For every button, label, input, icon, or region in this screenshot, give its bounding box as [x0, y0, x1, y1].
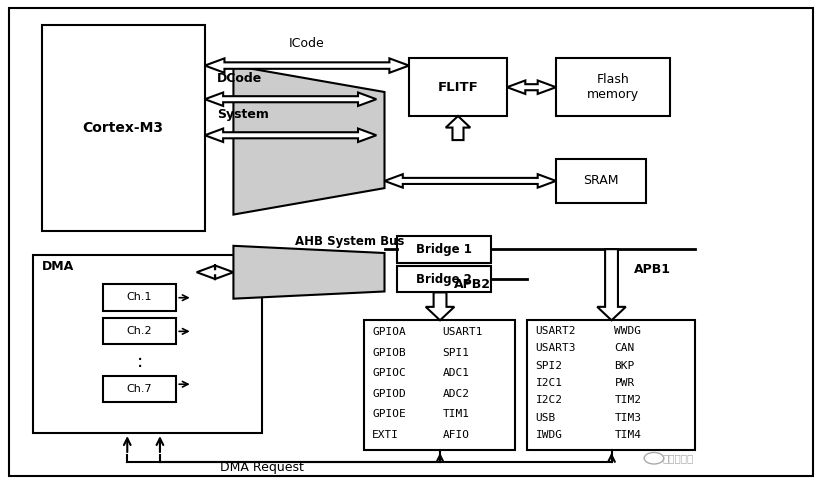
Text: GPIOC: GPIOC: [372, 368, 406, 378]
Text: System: System: [217, 108, 269, 121]
Text: 电子开发圈: 电子开发圈: [663, 453, 694, 463]
Text: USB: USB: [536, 413, 555, 423]
Text: EXTI: EXTI: [372, 430, 399, 440]
Text: Ch.2: Ch.2: [127, 326, 152, 336]
Polygon shape: [507, 80, 556, 94]
Text: DMA: DMA: [42, 260, 74, 273]
Bar: [103, 375, 176, 402]
Text: ADC1: ADC1: [443, 368, 470, 378]
Text: I2C1: I2C1: [536, 378, 563, 388]
Polygon shape: [384, 174, 556, 187]
Polygon shape: [204, 93, 376, 106]
Text: TIM3: TIM3: [614, 413, 641, 423]
Text: FLITF: FLITF: [438, 80, 479, 94]
Text: Flash
memory: Flash memory: [587, 73, 639, 101]
Polygon shape: [425, 293, 454, 321]
Text: Bridge 2: Bridge 2: [416, 273, 472, 286]
Bar: [364, 321, 515, 450]
Text: APB2: APB2: [454, 278, 491, 291]
Text: SPI1: SPI1: [443, 348, 470, 358]
Text: GPIOD: GPIOD: [372, 389, 406, 399]
Polygon shape: [204, 129, 376, 142]
Bar: [34, 255, 262, 433]
Text: ADC2: ADC2: [443, 389, 470, 399]
Bar: [103, 284, 176, 311]
Text: WWDG: WWDG: [614, 326, 641, 336]
Bar: [528, 321, 694, 450]
Text: ·: ·: [137, 351, 142, 370]
Text: APB1: APB1: [634, 263, 671, 276]
Polygon shape: [204, 58, 409, 73]
Polygon shape: [597, 249, 626, 321]
Text: USART1: USART1: [443, 327, 483, 337]
Bar: [397, 266, 491, 293]
Polygon shape: [196, 266, 233, 279]
Text: Cortex-M3: Cortex-M3: [83, 121, 164, 135]
Polygon shape: [233, 246, 384, 299]
Text: DMA Request: DMA Request: [220, 461, 304, 474]
Text: ·: ·: [137, 359, 142, 377]
Text: TIM1: TIM1: [443, 409, 470, 419]
Text: GPIOB: GPIOB: [372, 348, 406, 358]
Bar: [409, 58, 507, 116]
Polygon shape: [446, 116, 470, 140]
Text: TIM4: TIM4: [614, 430, 641, 440]
Text: USART2: USART2: [536, 326, 576, 336]
Text: USART3: USART3: [536, 343, 576, 353]
Bar: [556, 159, 646, 202]
Text: TIM2: TIM2: [614, 395, 641, 405]
Text: SPI2: SPI2: [536, 361, 563, 371]
Polygon shape: [233, 66, 384, 214]
Text: BKP: BKP: [614, 361, 635, 371]
Text: GPIOE: GPIOE: [372, 409, 406, 419]
Bar: [103, 318, 176, 344]
Text: Ch.1: Ch.1: [127, 293, 152, 303]
Text: AHB System Bus: AHB System Bus: [294, 235, 404, 248]
Bar: [397, 236, 491, 263]
Bar: [556, 58, 670, 116]
Bar: [42, 25, 204, 231]
Text: DCode: DCode: [217, 72, 263, 85]
Text: PWR: PWR: [614, 378, 635, 388]
Text: Ch.7: Ch.7: [127, 384, 152, 394]
Text: AFIO: AFIO: [443, 430, 470, 440]
Text: SRAM: SRAM: [583, 174, 618, 187]
Text: Bridge 1: Bridge 1: [416, 243, 472, 256]
Text: CAN: CAN: [614, 343, 635, 353]
Text: IWDG: IWDG: [536, 430, 563, 440]
Text: GPIOA: GPIOA: [372, 327, 406, 337]
Text: ICode: ICode: [289, 37, 325, 50]
Text: I2C2: I2C2: [536, 395, 563, 405]
